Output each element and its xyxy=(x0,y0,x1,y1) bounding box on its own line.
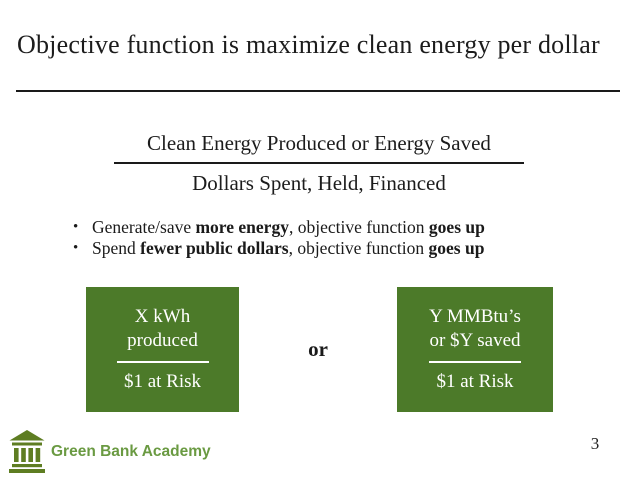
left-box-numerator-line1: X kWh xyxy=(134,306,191,327)
or-separator: or xyxy=(308,337,328,361)
bullet-text-bold: fewer public dollars xyxy=(140,238,289,258)
bullet-item-1: Generate/save more energy, objective fun… xyxy=(73,217,485,238)
left-box-fraction-line xyxy=(116,361,209,363)
bullet-text-bold: goes up xyxy=(428,238,485,258)
bullet-text: Spend xyxy=(92,238,141,258)
page-title: Objective function is maximize clean ene… xyxy=(17,30,600,59)
right-box-numerator-line1: Y MMBtu’s xyxy=(429,306,521,327)
bullet-text-bold: goes up xyxy=(428,217,485,237)
right-box-denominator: $1 at Risk xyxy=(436,371,514,392)
fraction-numerator: Clean Energy Produced or Energy Saved xyxy=(147,131,491,155)
right-metric-box: Y MMBtu’s or $Y saved $1 at Risk xyxy=(397,287,553,412)
left-box-denominator: $1 at Risk xyxy=(123,371,202,392)
bullet-text: Generate/save xyxy=(92,217,196,237)
bullet-text: , objective function xyxy=(288,238,429,258)
page-number: 3 xyxy=(590,434,600,453)
left-box-numerator-line2: produced xyxy=(127,330,198,351)
bullet-text: , objective function xyxy=(288,217,429,237)
bullet-text-bold: more energy xyxy=(195,217,289,237)
objective-fraction: Clean Energy Produced or Energy Saved Do… xyxy=(0,131,638,196)
right-box-fraction-line xyxy=(429,361,521,363)
right-box-numerator-line2: or $Y saved xyxy=(429,330,521,351)
logo-text: Green Bank Academy xyxy=(51,443,211,460)
bank-icon xyxy=(8,429,46,473)
bullet-list: Generate/save more energy, objective fun… xyxy=(73,217,485,259)
title-divider xyxy=(16,90,620,92)
bullet-item-2: Spend fewer public dollars, objective fu… xyxy=(73,238,485,259)
left-metric-box: X kWh produced $1 at Risk xyxy=(86,287,239,412)
fraction-denominator: Dollars Spent, Held, Financed xyxy=(192,171,446,195)
fraction-line xyxy=(114,162,524,164)
